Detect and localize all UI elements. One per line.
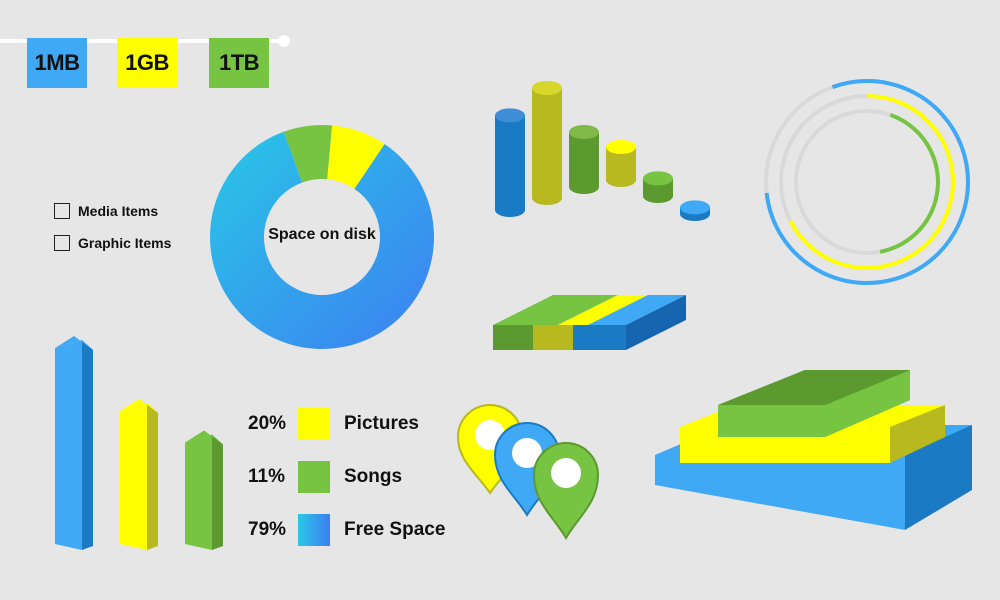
ring-chart <box>764 79 970 285</box>
checkbox-label: Media Items <box>78 203 159 219</box>
ring-blue <box>764 79 970 285</box>
prism-bar <box>55 336 93 550</box>
donut-slice <box>283 125 333 183</box>
donut-slice <box>209 131 434 349</box>
legend-percent: 20% <box>248 413 287 434</box>
legend-swatch <box>298 514 330 546</box>
donut-center-label: Space on disk <box>268 226 376 243</box>
cylinder-bar <box>532 81 562 205</box>
cylinder-bar <box>680 200 710 221</box>
prism-bar <box>185 430 223 550</box>
map-pin-icon <box>532 442 600 541</box>
legend-item-pictures: 20% Pictures <box>248 408 419 440</box>
stacked-pyramid <box>655 370 972 530</box>
legend-item-free-space: 79% Free Space <box>248 514 445 546</box>
checkbox-media-items[interactable]: Media Items <box>54 203 158 219</box>
checkbox-graphic-items[interactable]: Graphic Items <box>54 235 171 251</box>
ring-yellow <box>779 94 955 270</box>
prism-bar-chart <box>55 336 223 550</box>
tag-1tb[interactable]: 1TB <box>209 38 269 88</box>
isometric-slab <box>493 295 686 350</box>
tag-1mb[interactable]: 1MB <box>27 38 87 88</box>
legend-label: Pictures <box>344 413 419 434</box>
donut-chart: Space on disk <box>209 125 434 349</box>
cylinder-bar <box>606 140 636 187</box>
checkbox-label: Graphic Items <box>78 235 172 251</box>
cylinder-bar-chart <box>495 81 710 221</box>
legend-item-songs: 11% Songs <box>248 461 402 493</box>
legend-label: Songs <box>344 466 403 487</box>
cylinder-bar <box>643 171 673 203</box>
legend-label: Free Space <box>344 519 446 540</box>
tag-1gb[interactable]: 1GB <box>117 38 177 88</box>
legend-swatch <box>298 408 330 440</box>
legend-percent: 11% <box>248 466 285 487</box>
map-pins <box>456 404 600 541</box>
legend-percent: 79% <box>248 519 287 540</box>
donut-slice <box>327 125 385 189</box>
legend-swatch <box>298 461 330 493</box>
checkbox-box[interactable] <box>54 235 70 251</box>
checkbox-box[interactable] <box>54 203 70 219</box>
ring-green <box>794 109 940 255</box>
cylinder-bar <box>495 108 525 217</box>
prism-bar <box>120 399 158 550</box>
cylinder-bar <box>569 125 599 194</box>
